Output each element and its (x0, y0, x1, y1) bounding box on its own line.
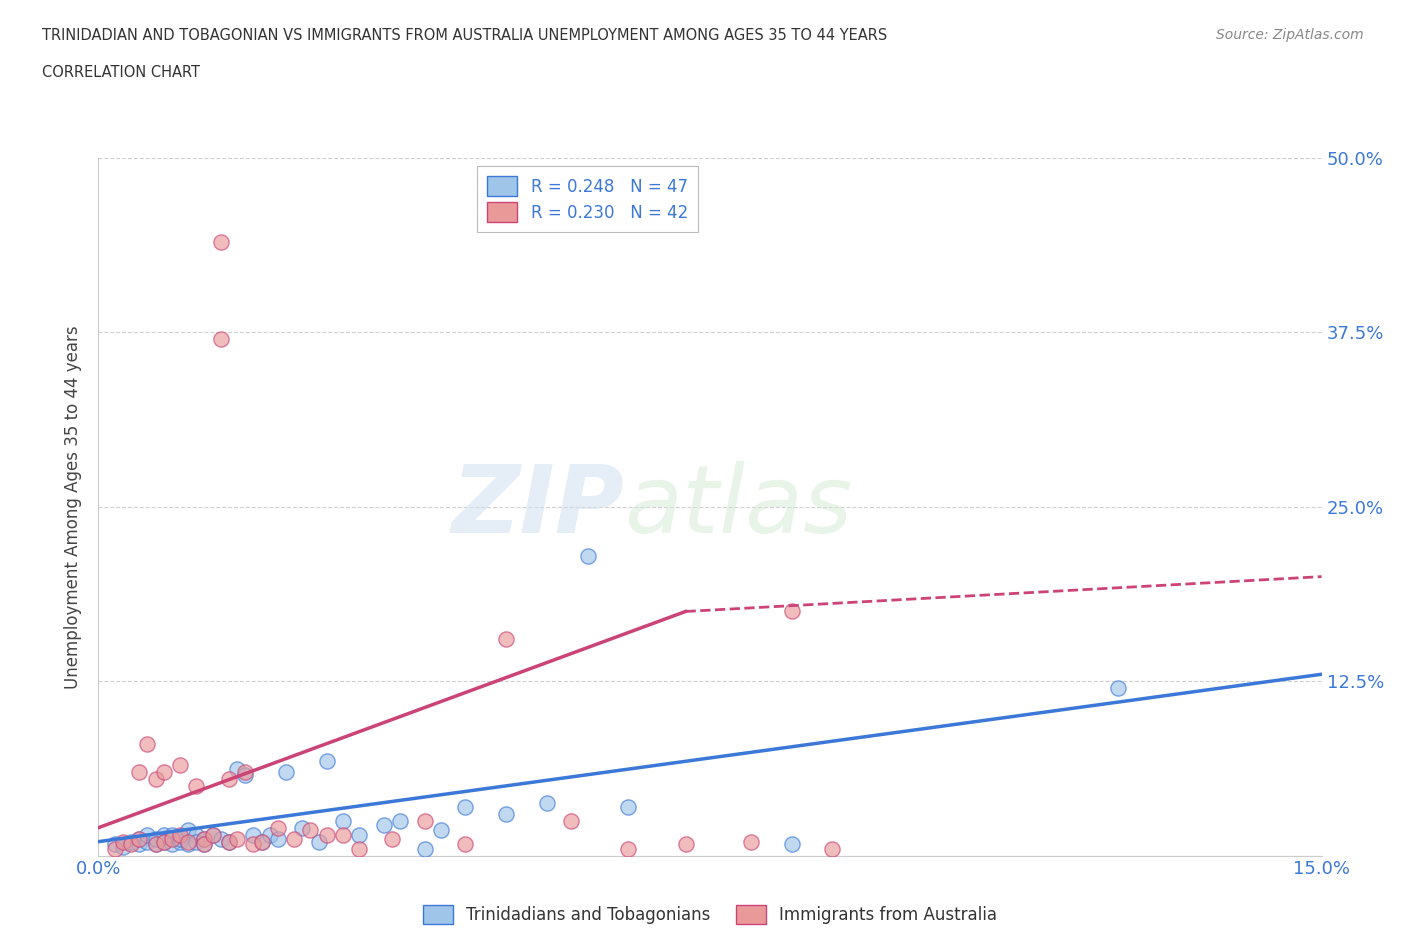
Point (267, 831, 290, 846)
Point (242, 828, 264, 843)
Point (152, 834, 174, 849)
Point (120, 834, 142, 849)
Point (740, 834, 762, 849)
Point (209, 332, 232, 347)
Point (283, 831, 305, 846)
Point (169, 828, 191, 843)
Point (152, 834, 174, 849)
Point (381, 831, 404, 846)
Text: atlas: atlas (624, 461, 852, 552)
Text: CORRELATION CHART: CORRELATION CHART (42, 65, 200, 80)
Point (617, 842, 640, 856)
Point (177, 823, 200, 838)
Point (349, 828, 371, 843)
Point (128, 831, 150, 846)
Point (120, 837, 142, 852)
Point (152, 764, 174, 779)
Point (274, 764, 297, 779)
Point (186, 778, 208, 793)
Point (160, 828, 183, 843)
Point (1107, 681, 1129, 696)
Point (145, 772, 167, 787)
Point (536, 795, 558, 810)
Point (160, 831, 183, 846)
Point (315, 753, 337, 768)
Point (145, 837, 167, 852)
Point (128, 764, 150, 779)
Point (209, 234, 232, 249)
Point (218, 772, 240, 787)
Point (218, 834, 240, 849)
Point (250, 834, 273, 849)
Point (136, 828, 159, 843)
Point (145, 831, 167, 846)
Point (259, 828, 281, 843)
Point (111, 834, 134, 849)
Point (104, 837, 127, 852)
Point (193, 837, 215, 852)
Point (413, 842, 436, 856)
Point (201, 828, 224, 843)
Point (430, 823, 453, 838)
Point (242, 837, 264, 852)
Point (233, 767, 256, 782)
Point (104, 842, 127, 856)
Point (308, 834, 330, 849)
Point (675, 837, 697, 852)
Legend: Trinidadians and Tobagonians, Immigrants from Australia: Trinidadians and Tobagonians, Immigrants… (416, 898, 1004, 930)
Point (315, 828, 337, 843)
Point (193, 831, 215, 846)
Point (218, 834, 240, 849)
Point (186, 834, 208, 849)
Point (209, 831, 232, 846)
Point (233, 764, 256, 779)
Y-axis label: Unemployment Among Ages 35 to 44 years: Unemployment Among Ages 35 to 44 years (65, 326, 83, 688)
Point (226, 831, 249, 846)
Point (128, 837, 150, 852)
Point (177, 834, 200, 849)
Point (201, 828, 224, 843)
Point (299, 823, 322, 838)
Point (617, 800, 640, 815)
Point (226, 762, 249, 777)
Point (389, 813, 412, 829)
Point (136, 834, 159, 849)
Point (177, 837, 200, 852)
Point (821, 842, 844, 856)
Point (495, 632, 517, 647)
Point (186, 828, 208, 843)
Point (152, 828, 174, 843)
Point (349, 842, 371, 856)
Point (454, 800, 477, 815)
Text: TRINIDADIAN AND TOBAGONIAN VS IMMIGRANTS FROM AUSTRALIA UNEMPLOYMENT AMONG AGES : TRINIDADIAN AND TOBAGONIAN VS IMMIGRANTS… (42, 28, 887, 43)
Point (373, 817, 395, 832)
Point (780, 604, 803, 619)
Point (454, 837, 477, 852)
Point (169, 834, 191, 849)
Point (136, 737, 159, 751)
Text: Source: ZipAtlas.com: Source: ZipAtlas.com (1216, 28, 1364, 42)
Point (267, 820, 290, 835)
Point (160, 837, 183, 852)
Point (250, 834, 273, 849)
Point (413, 813, 436, 829)
Point (145, 837, 167, 852)
Point (193, 831, 215, 846)
Point (128, 831, 150, 846)
Point (193, 837, 215, 852)
Point (780, 837, 803, 852)
Point (169, 831, 191, 846)
Point (560, 813, 582, 829)
Point (495, 806, 517, 821)
Point (291, 820, 314, 835)
Point (332, 813, 354, 829)
Point (169, 757, 191, 772)
Point (111, 840, 134, 855)
Text: ZIP: ZIP (451, 461, 624, 552)
Point (332, 828, 354, 843)
Point (576, 549, 599, 564)
